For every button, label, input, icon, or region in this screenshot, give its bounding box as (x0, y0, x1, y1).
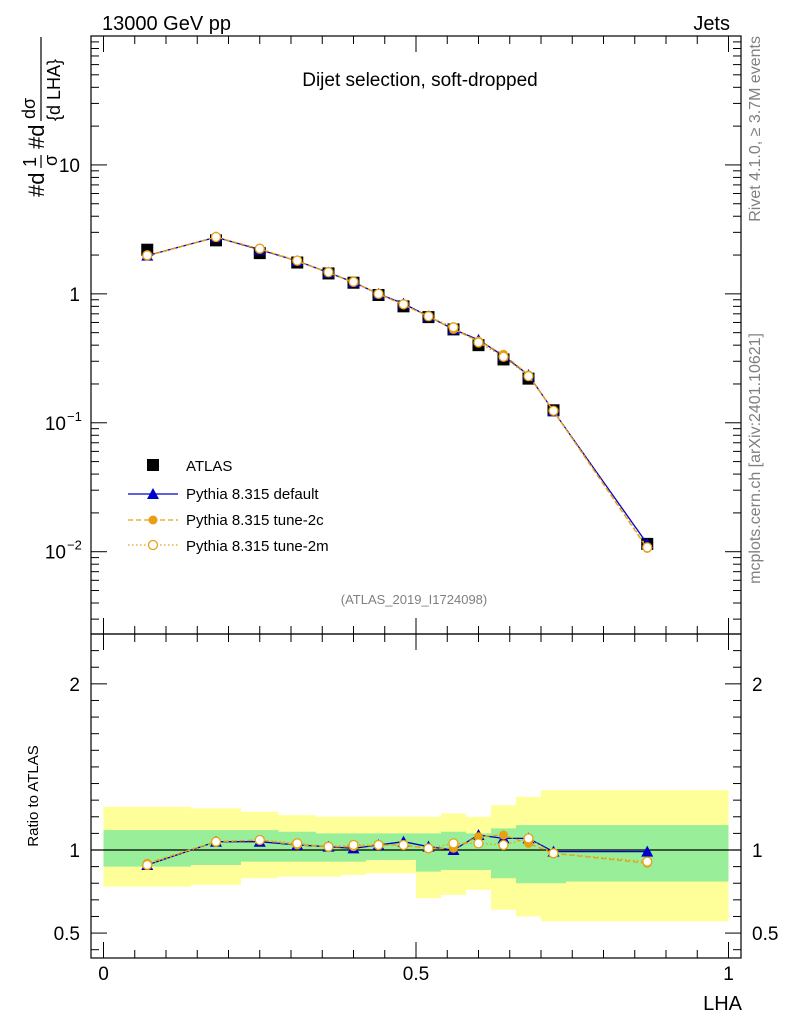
ratio-y-axis-label: Ratio to ATLAS (25, 745, 42, 846)
ratio-point (473, 838, 484, 849)
ratio-point (323, 841, 334, 852)
data-point (142, 250, 153, 261)
data-point (348, 276, 359, 287)
data-point (292, 255, 303, 266)
svg-text:#d: #d (24, 173, 49, 197)
svg-text:dσ: dσ (19, 98, 39, 119)
series-line (147, 236, 648, 549)
legend-marker-tune-2m (147, 539, 159, 551)
side-label-bottom: mcplots.cern.ch [arXiv:2401.10621] (747, 333, 764, 584)
svg-text:1: 1 (20, 157, 40, 167)
y-axis-label: #d 1 σ #d dσ {d LHA} (19, 37, 64, 197)
data-point (210, 231, 222, 243)
data-point (323, 267, 334, 278)
svg-text:{d LHA}: {d LHA} (44, 59, 64, 121)
data-point (398, 299, 409, 310)
ratio-point (423, 843, 434, 854)
data-point (523, 370, 534, 382)
ratio-y-tick-label-right: 0.5 (752, 924, 778, 945)
legend-label-atlas: ATLAS (186, 458, 232, 475)
ratio-y-tick-label: 1 (69, 841, 80, 862)
ratio-plot-panel: 0.5 0.5 1 1 2 2 (54, 633, 778, 959)
legend-marker-atlas (147, 459, 159, 471)
x-tick-label: 0 (98, 964, 109, 985)
x-tick-label: 1 (723, 964, 734, 985)
legend-label-default: Pythia 8.315 default (186, 486, 319, 503)
ratio-point (523, 833, 534, 844)
ratio-point (498, 839, 509, 851)
ratio-point (254, 834, 265, 846)
ratio-point (448, 838, 459, 849)
ratio-frame (90, 633, 742, 959)
data-point (373, 288, 384, 300)
data-point (498, 351, 509, 362)
ratio-point (210, 836, 222, 847)
ratio-series-pythia-8-315-tune-2m (142, 833, 653, 871)
legend-label-tune-2c: Pythia 8.315 tune-2c (186, 512, 324, 529)
y-tick-label: 10 (45, 414, 66, 435)
y-tick-label: 10 (59, 156, 80, 177)
header-left: 13000 GeV pp (102, 13, 231, 35)
ratio-point (641, 845, 654, 857)
ratio-y-tick-label-right: 1 (752, 841, 763, 862)
chart-title: Dijet selection, soft-dropped (302, 70, 538, 91)
ratio-point (548, 848, 559, 859)
analysis-id: (ATLAS_2019_I1724098) (341, 592, 487, 607)
data-point (423, 311, 434, 322)
header-right: Jets (693, 13, 730, 35)
legend-marker-tune-2c (148, 515, 158, 525)
ratio-y-tick-label: 2 (69, 675, 80, 696)
data-point (548, 405, 559, 416)
y-tick-label: 10 (45, 543, 66, 564)
ratio-point (373, 839, 384, 851)
side-label-top: Rivet 4.1.0, ≥ 3.7M events (747, 36, 764, 222)
data-point (473, 337, 484, 348)
ratio-point (642, 856, 653, 867)
series-pythia-8-315-tune-2m (142, 231, 653, 553)
main-plot-panel: Dijet selection, soft-dropped (ATLAS_201… (45, 35, 742, 635)
legend: ATLAS Pythia 8.315 default Pythia 8.315 … (128, 458, 329, 555)
ratio-y-tick-label-right: 2 (752, 675, 763, 696)
data-point (448, 322, 459, 333)
data-point (642, 542, 653, 553)
ratio-point (398, 839, 409, 851)
svg-text:σ: σ (41, 155, 61, 166)
x-tick-label: 0.5 (403, 964, 429, 985)
x-axis-label: LHA (703, 993, 743, 1015)
legend-marker-default (147, 488, 159, 499)
ratio-y-tick-label: 0.5 (54, 924, 80, 945)
ratio-point (499, 830, 508, 840)
y-tick-label: 1 (69, 285, 80, 306)
y-tick-label-exponent: −2 (67, 538, 82, 553)
series-pythia-8-315-tune-2c (142, 232, 652, 553)
ratio-point (292, 838, 303, 849)
legend-label-tune-2m: Pythia 8.315 tune-2m (186, 538, 329, 555)
ratio-point (142, 859, 153, 871)
data-point (254, 243, 265, 254)
ratio-point (348, 839, 359, 851)
series-line (147, 236, 648, 548)
svg-text:#d: #d (24, 125, 49, 149)
y-tick-label-exponent: −1 (67, 409, 82, 424)
